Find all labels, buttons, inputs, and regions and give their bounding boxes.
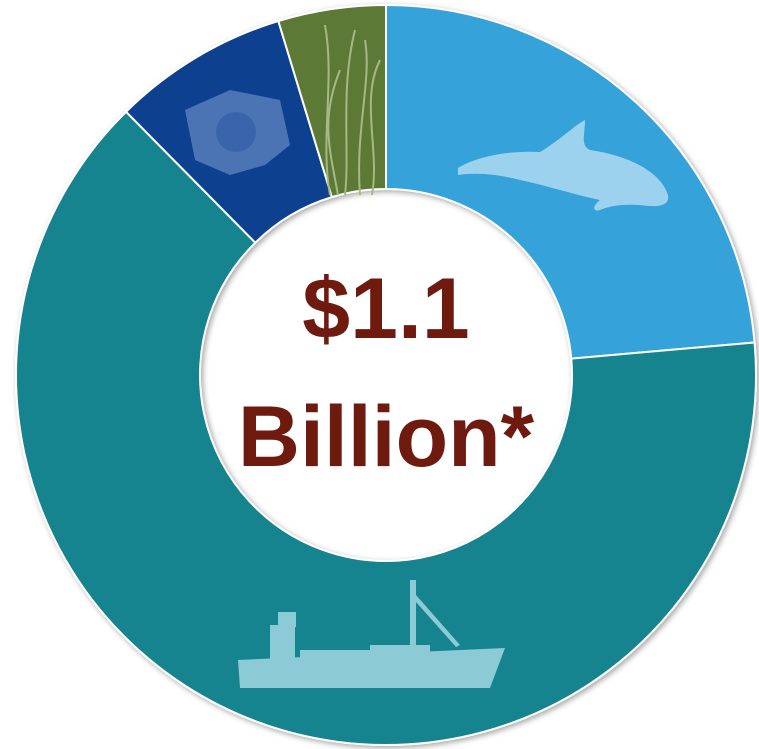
grass-icon — [324, 24, 381, 196]
badge-icon — [185, 90, 290, 175]
center-text: Billion* — [238, 389, 535, 485]
donut-segment — [15, 110, 757, 746]
donut — [15, 3, 757, 746]
whale-icon — [458, 120, 669, 211]
ship-icon — [238, 580, 505, 688]
center-text: $1.1 — [302, 261, 469, 357]
